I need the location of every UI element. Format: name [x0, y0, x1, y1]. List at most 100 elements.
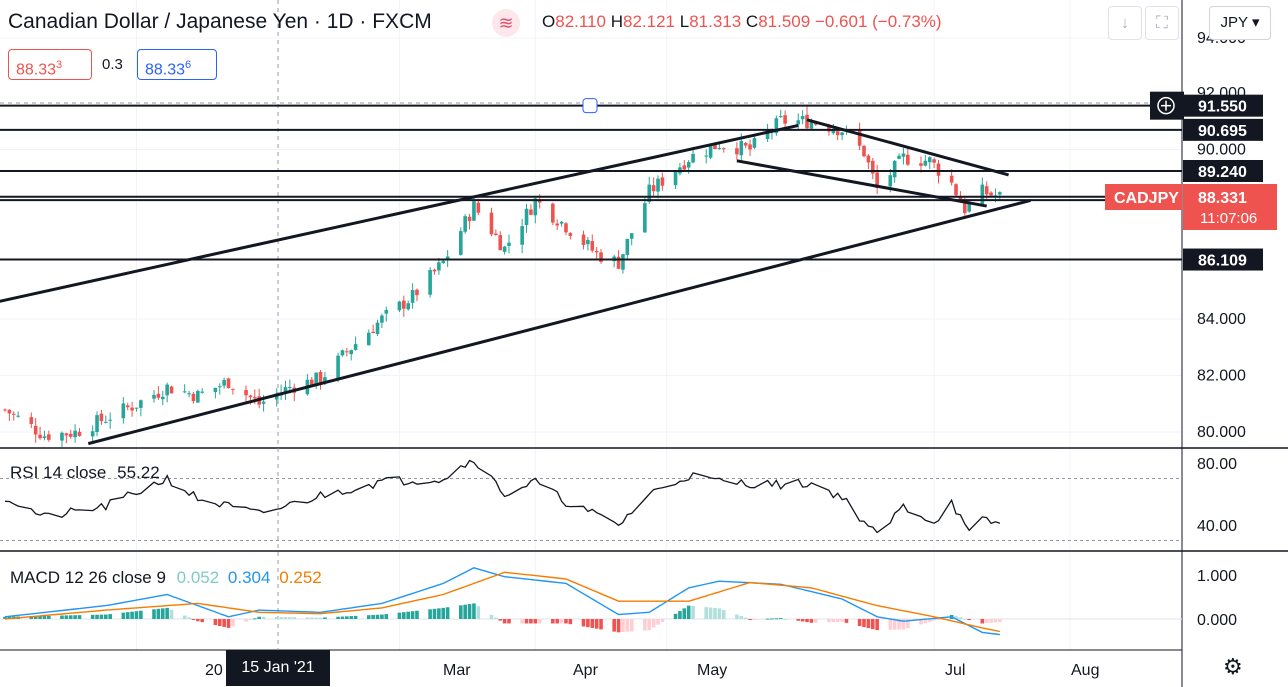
trendline	[806, 118, 1010, 177]
candle-body	[656, 178, 660, 192]
macd-histogram-bar	[384, 614, 389, 619]
candle-body	[345, 351, 349, 353]
macd-histogram-bar	[678, 611, 682, 619]
macd-histogram-bar	[257, 616, 261, 619]
rsi-label: RSI 14 close	[10, 463, 107, 482]
macd-histogram-bar	[533, 619, 538, 624]
candle-body	[892, 160, 897, 178]
candle-body	[809, 121, 814, 129]
macd-histogram-bar	[840, 619, 844, 622]
macd-histogram-bar	[415, 610, 419, 619]
candle-body	[437, 262, 441, 271]
candle-body	[778, 116, 783, 118]
axes: 94.00092.00090.00084.00082.00080.00091.5…	[205, 30, 1277, 679]
macd-histogram-bar	[892, 619, 897, 630]
trendlines[interactable]	[0, 118, 1031, 446]
macd-histogram-bar	[432, 608, 437, 619]
macd-line	[4, 567, 1000, 636]
close-label: C	[745, 12, 759, 31]
candle-body	[95, 415, 99, 432]
candle-body	[686, 162, 691, 168]
settings-gear-icon[interactable]: ⚙	[1223, 654, 1243, 679]
macd-histogram-bar	[660, 619, 665, 622]
candle-body	[472, 201, 476, 221]
price-tick-label: 82.000	[1197, 368, 1246, 385]
macd-histogram-bar	[932, 619, 936, 621]
candle-body	[90, 431, 95, 437]
rsi-legend[interactable]: RSI 14 close 55.22	[10, 463, 160, 483]
candle-body	[196, 391, 200, 403]
time-tick-label: Aug	[1071, 662, 1099, 679]
macd-histogram-bar	[402, 612, 406, 619]
candle-body	[568, 233, 573, 236]
macd-legend[interactable]: MACD 12 26 close 9 0.052 0.304 0.252	[10, 568, 322, 588]
macd-histogram-bar	[375, 614, 380, 619]
macd-histogram-bar	[621, 619, 625, 633]
macd-histogram-bar	[616, 619, 621, 633]
macd-histogram-bar	[309, 617, 314, 619]
broker-logo-icon[interactable]: ≋	[492, 9, 520, 37]
macd-histogram-bar	[813, 619, 818, 623]
candle-body	[765, 130, 770, 140]
level-label: 86.109	[1198, 253, 1247, 270]
candle-body	[862, 145, 866, 157]
macd-histogram-bar	[778, 618, 783, 620]
candle-body	[919, 163, 923, 166]
macd-histogram-bar	[472, 603, 476, 619]
candle-body	[866, 155, 871, 163]
macd-histogram-bar	[651, 619, 656, 628]
candle-body	[647, 184, 652, 202]
level-label: 89.240	[1198, 164, 1247, 181]
macd-histogram-bar	[612, 619, 616, 632]
horizontal-levels[interactable]	[0, 98, 1182, 261]
macd-signal-value: 0.252	[279, 568, 322, 587]
macd-histogram-bar	[345, 616, 349, 619]
candle-body	[524, 208, 529, 226]
candle-body	[796, 120, 801, 125]
macd-histogram-bar	[314, 617, 318, 619]
macd-histogram-bar	[673, 613, 678, 619]
candle-body	[984, 186, 989, 195]
symbol-title[interactable]: Canadian Dollar / Japanese Yen · 1D · FX…	[8, 10, 432, 33]
candle-body	[735, 148, 739, 155]
candle-body	[402, 300, 406, 309]
macd-histogram-bar	[134, 611, 139, 619]
macd-histogram-bar	[739, 616, 744, 619]
macd-histogram-bar	[835, 619, 840, 622]
macd-histogram-bar	[152, 609, 156, 619]
candle-body	[713, 143, 717, 150]
fullscreen-button[interactable]: ⛶	[1145, 6, 1179, 40]
macd-histogram-bar	[463, 604, 467, 619]
candle-body	[323, 377, 327, 382]
macd-histogram-bar	[274, 617, 279, 619]
candle-body	[309, 379, 314, 386]
buy-button[interactable]: 88.336	[137, 49, 217, 80]
candle-body	[691, 153, 695, 163]
candle-body	[3, 409, 7, 411]
macd-histogram-bar	[77, 615, 82, 619]
macd-histogram-bar	[160, 608, 165, 619]
macd-histogram-bar	[108, 614, 112, 619]
macd-histogram-bar	[629, 619, 634, 632]
rsi-line	[4, 459, 1001, 534]
candle-body	[805, 114, 809, 129]
macd-histogram-bar	[406, 611, 410, 619]
macd-histogram-bar	[866, 619, 871, 629]
macd-histogram-bar	[831, 619, 836, 623]
candle-body	[130, 407, 134, 411]
macd-histogram-bar	[625, 619, 630, 632]
macd-histogram-bar	[958, 617, 963, 619]
macd-histogram-bar	[458, 605, 463, 619]
level-label: 90.695	[1198, 123, 1247, 140]
candle-body	[68, 433, 73, 437]
macd-histogram-bar	[875, 619, 879, 631]
macd-histogram-bar	[95, 614, 99, 619]
currency-select[interactable]: JPY ▾	[1209, 6, 1271, 40]
level-handle	[582, 98, 598, 114]
macd-histogram-bar	[647, 619, 652, 631]
download-button[interactable]: ↓	[1108, 6, 1142, 40]
sell-button[interactable]: 88.333	[8, 49, 92, 80]
macd-histogram-bar	[99, 614, 104, 619]
macd-histogram-bar	[437, 608, 441, 619]
